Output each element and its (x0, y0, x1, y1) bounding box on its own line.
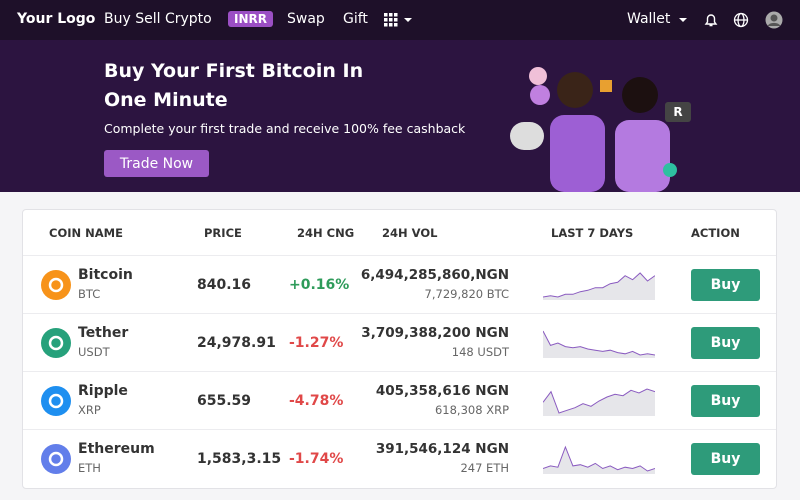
sparkline (543, 330, 655, 358)
coin-icon-mark (48, 335, 64, 351)
column-header: LAST 7 DAYS (551, 226, 634, 240)
sparkline-line (543, 388, 655, 414)
coin-icon-bg (41, 386, 71, 416)
caret (679, 18, 687, 22)
volume-alt: 247 ETH (460, 461, 509, 475)
sparkline (543, 388, 655, 416)
sparkline (543, 445, 655, 474)
sparkline-area (543, 273, 655, 300)
sparkline-line (543, 445, 655, 472)
column-header: ACTION (691, 226, 740, 240)
column-header: PRICE (204, 226, 242, 240)
buy-button[interactable]: Buy (691, 443, 760, 475)
price: 1,583,3.15 (197, 451, 282, 467)
coin-icon-mark (48, 393, 64, 409)
volume-alt: 7,729,820 BTC (424, 287, 509, 301)
table-row: Bitcoin BTC 840.16 +0.16% 6,494,285,860,NGN 7… (23, 255, 776, 314)
coin-icon (41, 328, 71, 358)
change: -1.74% (289, 451, 344, 467)
price: 24,978.91 (197, 335, 276, 351)
price: 655.59 (197, 393, 252, 409)
sparkline-area (543, 447, 655, 474)
volume-alt: 618,308 XRP (434, 403, 509, 417)
wallet-menu[interactable]: Wallet (627, 11, 671, 27)
banner-subtitle: Complete your first trade and receive 10… (104, 121, 466, 136)
coin-icon-bg (41, 328, 71, 358)
coin-icon-mark (48, 277, 64, 293)
change: -1.27% (289, 335, 344, 351)
price: 840.16 (197, 277, 252, 293)
nav-link[interactable]: Swap (287, 11, 325, 27)
coin-icon (41, 444, 71, 474)
coin-icon-bg (41, 270, 71, 300)
sparkline (543, 272, 655, 300)
volume: 3,709,388,200 NGN (361, 325, 509, 341)
nav-link[interactable]: Gift (343, 11, 368, 27)
nav-badge[interactable]: INRR (228, 11, 273, 27)
globe-icon[interactable] (733, 12, 749, 28)
change: +0.16% (289, 277, 350, 293)
table-row: Ethereum ETH 1,583,3.15 -1.74% 391,546,124 N… (23, 429, 776, 488)
coin-icon-mark (48, 451, 64, 467)
coin-symbol: XRP (78, 403, 101, 417)
coin-symbol: ETH (78, 461, 101, 475)
avatar[interactable] (765, 11, 783, 29)
buy-button[interactable]: Buy (691, 269, 760, 301)
badge-icon: R (673, 105, 682, 119)
column-header: 24H CNG (297, 226, 355, 240)
coin-name: Bitcoin (78, 267, 133, 283)
buy-button[interactable]: Buy (691, 327, 760, 359)
apps-menu[interactable] (384, 13, 414, 27)
table-row: Tether USDT 24,978.91 -1.27% 3,709,388,200 N… (23, 313, 776, 372)
banner-title: Buy Your First Bitcoin In One Minute (104, 60, 364, 111)
coin-icon-bg (41, 444, 71, 474)
coin-symbol: USDT (78, 345, 110, 359)
buy-button[interactable]: Buy (691, 385, 760, 417)
volume: 405,358,616 NGN (375, 383, 509, 399)
bell-icon[interactable] (703, 12, 719, 28)
coin-icon (41, 386, 71, 416)
promo-banner: Buy Your First Bitcoin In One Minute Com… (0, 40, 800, 192)
coin-icon (41, 270, 71, 300)
volume-alt: 148 USDT (451, 345, 509, 359)
coin-name: Ripple (78, 383, 128, 399)
market-table: COIN NAME PRICE 24H CNG 24H VOL LAST 7 D… (22, 209, 777, 489)
coin-symbol: BTC (78, 287, 101, 301)
banner-illustration: R (510, 67, 691, 192)
volume: 391,546,124 NGN (375, 441, 509, 457)
column-header: COIN NAME (49, 226, 123, 240)
change: -4.78% (289, 393, 344, 409)
coin-name: Ethereum (78, 441, 155, 457)
trade-button[interactable]: Trade Now (104, 150, 209, 177)
nav-bar: Your Logo Buy Sell Crypto INRR Swap Gift… (0, 0, 800, 40)
column-header: 24H VOL (382, 226, 438, 240)
sparkline-line (543, 330, 655, 356)
table-row: Ripple XRP 655.59 -4.78% 405,358,616 NGN 618,… (23, 371, 776, 430)
sparkline-area (543, 331, 655, 358)
coin-name: Tether (78, 325, 129, 341)
sparkline-line (543, 272, 655, 298)
nav-link[interactable]: Buy Sell Crypto (104, 11, 212, 27)
volume: 6,494,285,860,NGN (360, 267, 509, 283)
logo[interactable]: Your Logo (17, 11, 96, 27)
